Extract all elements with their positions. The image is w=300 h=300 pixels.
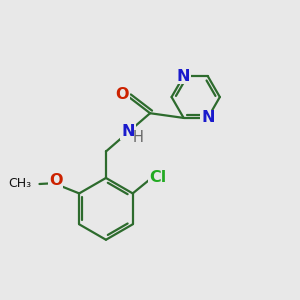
Text: CH₃: CH₃ [8, 178, 31, 190]
Text: Cl: Cl [149, 170, 166, 185]
Text: N: N [121, 124, 135, 139]
Text: N: N [177, 69, 190, 84]
Text: O: O [116, 87, 129, 102]
Text: O: O [49, 173, 62, 188]
Text: N: N [201, 110, 214, 125]
Text: H: H [133, 130, 144, 145]
